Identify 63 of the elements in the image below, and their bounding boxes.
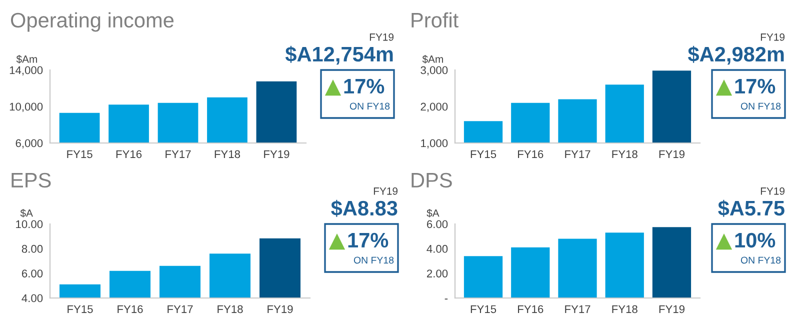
- y-tick-label: 2.00: [426, 270, 448, 278]
- text: $A8.83: [331, 200, 398, 217]
- y-tick-label: 3,000: [420, 66, 448, 76]
- y-axis-title: $Am: [422, 55, 443, 64]
- x-tick-label: FY18: [612, 150, 638, 158]
- text: FY19: [370, 33, 394, 41]
- y-tick-label: 6.00: [426, 220, 448, 228]
- x-tick-label: FY18: [612, 305, 638, 314]
- x-tick-label: FY19: [268, 305, 293, 314]
- x-tick-label: FY16: [116, 150, 142, 158]
- chart-title: EPS: [12, 172, 51, 188]
- chart-title: Profit: [412, 12, 458, 28]
- bar: [464, 256, 503, 298]
- text: 17%: [344, 78, 384, 94]
- bar: [652, 227, 692, 298]
- x-tick-label: FY16: [118, 305, 143, 314]
- y-axis-title: $Am: [16, 55, 37, 64]
- text: FY19: [760, 33, 785, 41]
- text: $A2,982m: [688, 46, 784, 65]
- text: ON FY18: [740, 256, 781, 264]
- x-tick-label: FY15: [470, 150, 496, 158]
- x-tick-label: FY18: [214, 150, 240, 158]
- text: ON FY18: [350, 102, 390, 110]
- x-tick-label: FY17: [166, 150, 191, 158]
- text: ON FY18: [740, 102, 781, 110]
- y-tick-label: 4.00: [22, 294, 43, 302]
- x-tick-label: FY19: [659, 305, 684, 314]
- x-tick-label: FY16: [518, 150, 544, 158]
- chart-title: Operating income: [10, 12, 174, 32]
- text: 10%: [735, 232, 776, 248]
- x-tick-label: FY15: [68, 305, 93, 314]
- y-tick-label: 14,000: [10, 66, 43, 76]
- text: 17%: [735, 78, 776, 94]
- y-tick-label: -: [444, 298, 448, 300]
- x-tick-label: FY16: [518, 305, 544, 314]
- y-tick-label: 10,000: [10, 102, 43, 112]
- y-tick-label: 6.00: [22, 270, 43, 278]
- y-tick-label: 2,000: [420, 102, 448, 112]
- bar: [511, 247, 550, 298]
- x-tick-label: FY18: [218, 305, 243, 314]
- x-tick-label: FY17: [565, 150, 590, 158]
- text: FY19: [760, 187, 785, 195]
- text: FY19: [374, 187, 398, 195]
- y-tick-label: 6,000: [16, 139, 43, 148]
- text: $A5.75: [718, 200, 784, 217]
- y-axis-title: $A: [20, 208, 33, 218]
- text: 17%: [348, 232, 388, 248]
- bar: [605, 232, 644, 298]
- chart-title: DPS: [412, 172, 452, 188]
- x-tick-label: FY15: [67, 150, 92, 158]
- x-tick-label: FY17: [168, 305, 193, 313]
- y-tick-label: 4.00: [426, 244, 448, 253]
- bar: [558, 238, 597, 298]
- x-tick-label: FY17: [565, 305, 590, 313]
- x-tick-label: FY15: [470, 305, 496, 314]
- text: ON FY18: [354, 256, 394, 264]
- y-tick-label: 10.00: [16, 220, 43, 228]
- y-tick-label: 1,000: [421, 139, 448, 148]
- y-axis-title: $A: [426, 208, 440, 218]
- text: $A12,754m: [285, 46, 393, 65]
- y-tick-label: 8.00: [22, 244, 43, 253]
- x-tick-label: FY19: [659, 150, 684, 158]
- x-tick-label: FY19: [264, 150, 290, 158]
